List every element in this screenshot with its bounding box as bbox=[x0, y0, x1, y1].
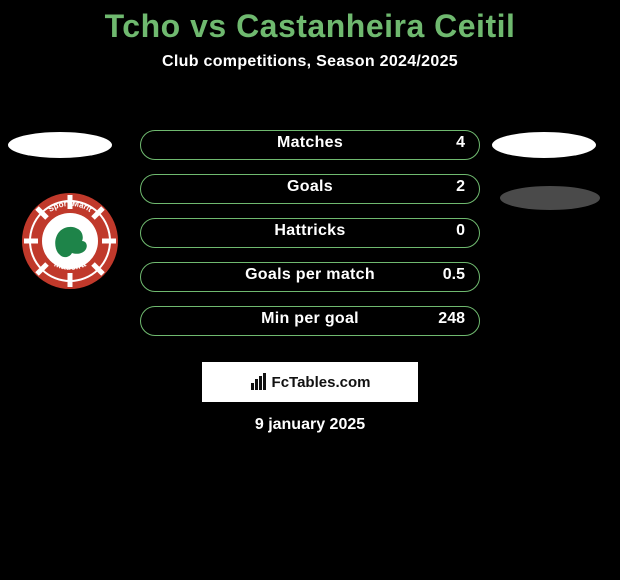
date-text: 9 january 2025 bbox=[255, 416, 365, 433]
stat-value: 4 bbox=[456, 134, 465, 152]
stat-value: 0.5 bbox=[443, 266, 465, 284]
stat-row: Min per goal248 bbox=[140, 306, 480, 336]
stat-label: Hattricks bbox=[141, 222, 479, 240]
footer-text: FcTables.com bbox=[272, 374, 371, 391]
stat-label: Matches bbox=[141, 134, 479, 152]
stat-row: Matches4 bbox=[140, 130, 480, 160]
title-text: Tcho vs Castanheira Ceitil bbox=[105, 8, 516, 44]
footer-inner: FcTables.com bbox=[250, 373, 371, 391]
stat-value: 2 bbox=[456, 178, 465, 196]
page-subtitle: Club competitions, Season 2024/2025 bbox=[0, 53, 620, 71]
date-label: 9 january 2025 bbox=[0, 416, 620, 434]
club-badge-svg: Sport Marít Madeira bbox=[20, 191, 120, 291]
shadow-ellipse-right-1 bbox=[492, 132, 596, 158]
stat-label: Goals per match bbox=[141, 266, 479, 284]
stat-row: Goals per match0.5 bbox=[140, 262, 480, 292]
shadow-ellipse-left bbox=[8, 132, 112, 158]
shadow-ellipse-right-2 bbox=[500, 186, 600, 210]
footer-attribution: FcTables.com bbox=[202, 362, 418, 402]
stat-label: Min per goal bbox=[141, 310, 479, 328]
stat-value: 0 bbox=[456, 222, 465, 240]
stat-row: Goals2 bbox=[140, 174, 480, 204]
subtitle-text: Club competitions, Season 2024/2025 bbox=[162, 53, 458, 70]
bar-chart-icon bbox=[250, 373, 268, 391]
stat-label: Goals bbox=[141, 178, 479, 196]
page-title: Tcho vs Castanheira Ceitil bbox=[0, 8, 620, 45]
stat-row: Hattricks0 bbox=[140, 218, 480, 248]
stats-infographic: Tcho vs Castanheira Ceitil Club competit… bbox=[0, 8, 620, 580]
stat-value: 248 bbox=[438, 310, 465, 328]
stats-list: Matches4Goals2Hattricks0Goals per match0… bbox=[140, 130, 480, 350]
club-badge: Sport Marít Madeira bbox=[20, 191, 120, 291]
